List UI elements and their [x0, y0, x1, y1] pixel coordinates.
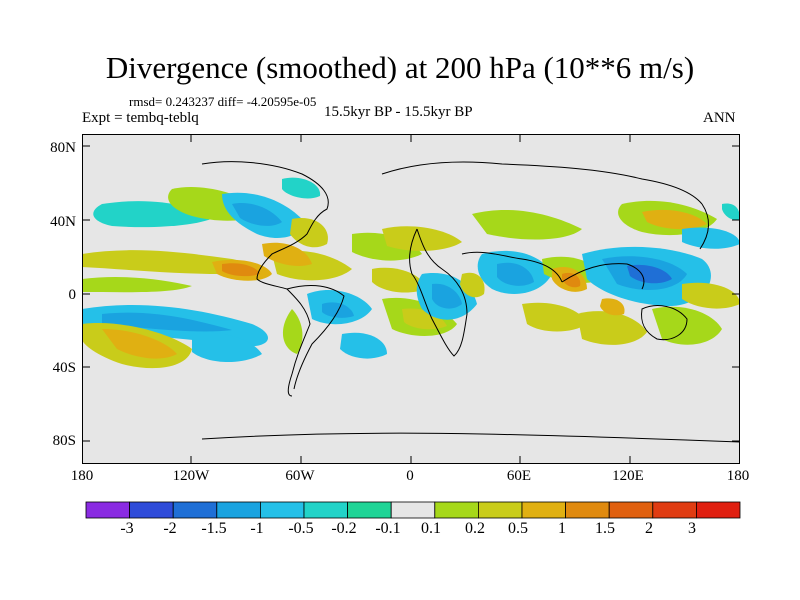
lon-label-60e: 60E: [506, 468, 532, 484]
colorbar-box: [85, 501, 130, 519]
lat-label-40n: 40N: [50, 214, 76, 230]
colorbar-box: [477, 501, 523, 519]
page-title: Divergence (smoothed) at 200 hPa (10**6 …: [105, 50, 695, 85]
season-label: ANN: [703, 110, 736, 126]
lat-label-40s: 40S: [52, 360, 76, 376]
colorbar-box: [565, 501, 610, 519]
colorbar-box: [652, 501, 697, 519]
colorbar-box: [347, 501, 392, 519]
lat-label-80n: 80N: [50, 140, 76, 156]
colorbar-box: [434, 501, 479, 519]
colorbar-label: -0.1: [375, 520, 401, 537]
colorbar-label: 0.1: [421, 520, 441, 537]
colorbar-label: 2: [645, 520, 653, 537]
lat-label-80s: 80S: [52, 433, 76, 449]
colorbar-box: [129, 501, 174, 519]
colorbar-box: [521, 501, 566, 519]
lon-label-120w: 120W: [172, 468, 210, 484]
colorbar-label: -0.5: [288, 520, 314, 537]
period-label: 15.5kyr BP - 15.5kyr BP: [324, 104, 473, 120]
colorbar-label: -0.2: [331, 520, 357, 537]
lat-label-0: 0: [68, 287, 77, 303]
colorbar-label: 1: [558, 520, 566, 537]
colorbar-label: 3: [688, 520, 696, 537]
lon-label-60w: 60W: [285, 468, 315, 484]
colorbar-box: [608, 501, 654, 519]
colorbar-label: 0.2: [465, 520, 485, 537]
colorbar-box: [696, 501, 741, 519]
lon-label-120e: 120E: [612, 468, 644, 484]
coastlines: [201, 161, 740, 443]
experiment-label: Expt = tembq-teblq: [82, 110, 199, 126]
colorbar-box: [172, 501, 218, 519]
lon-label-0: 0: [406, 468, 414, 484]
colorbar-box: [216, 501, 261, 519]
colorbar-label: -1.5: [201, 520, 227, 537]
colorbar-box: [390, 501, 436, 519]
map-ticks: [82, 134, 740, 464]
colorbar-box: [259, 501, 305, 519]
colorbar-box: [303, 501, 348, 519]
lon-label-180e: 180: [726, 468, 750, 484]
colorbar-label: 0.5: [508, 520, 528, 537]
colorbar-label: 1.5: [595, 520, 615, 537]
divergence-map: [82, 134, 740, 464]
colorbar: [85, 501, 741, 519]
colorbar-label: -1: [250, 520, 264, 537]
stats-text: rmsd= 0.243237 diff= -4.20595e-05: [129, 94, 317, 109]
colorbar-label: -3: [120, 520, 134, 537]
lon-label-180w: 180: [70, 468, 94, 484]
colorbar-label: -2: [163, 520, 177, 537]
